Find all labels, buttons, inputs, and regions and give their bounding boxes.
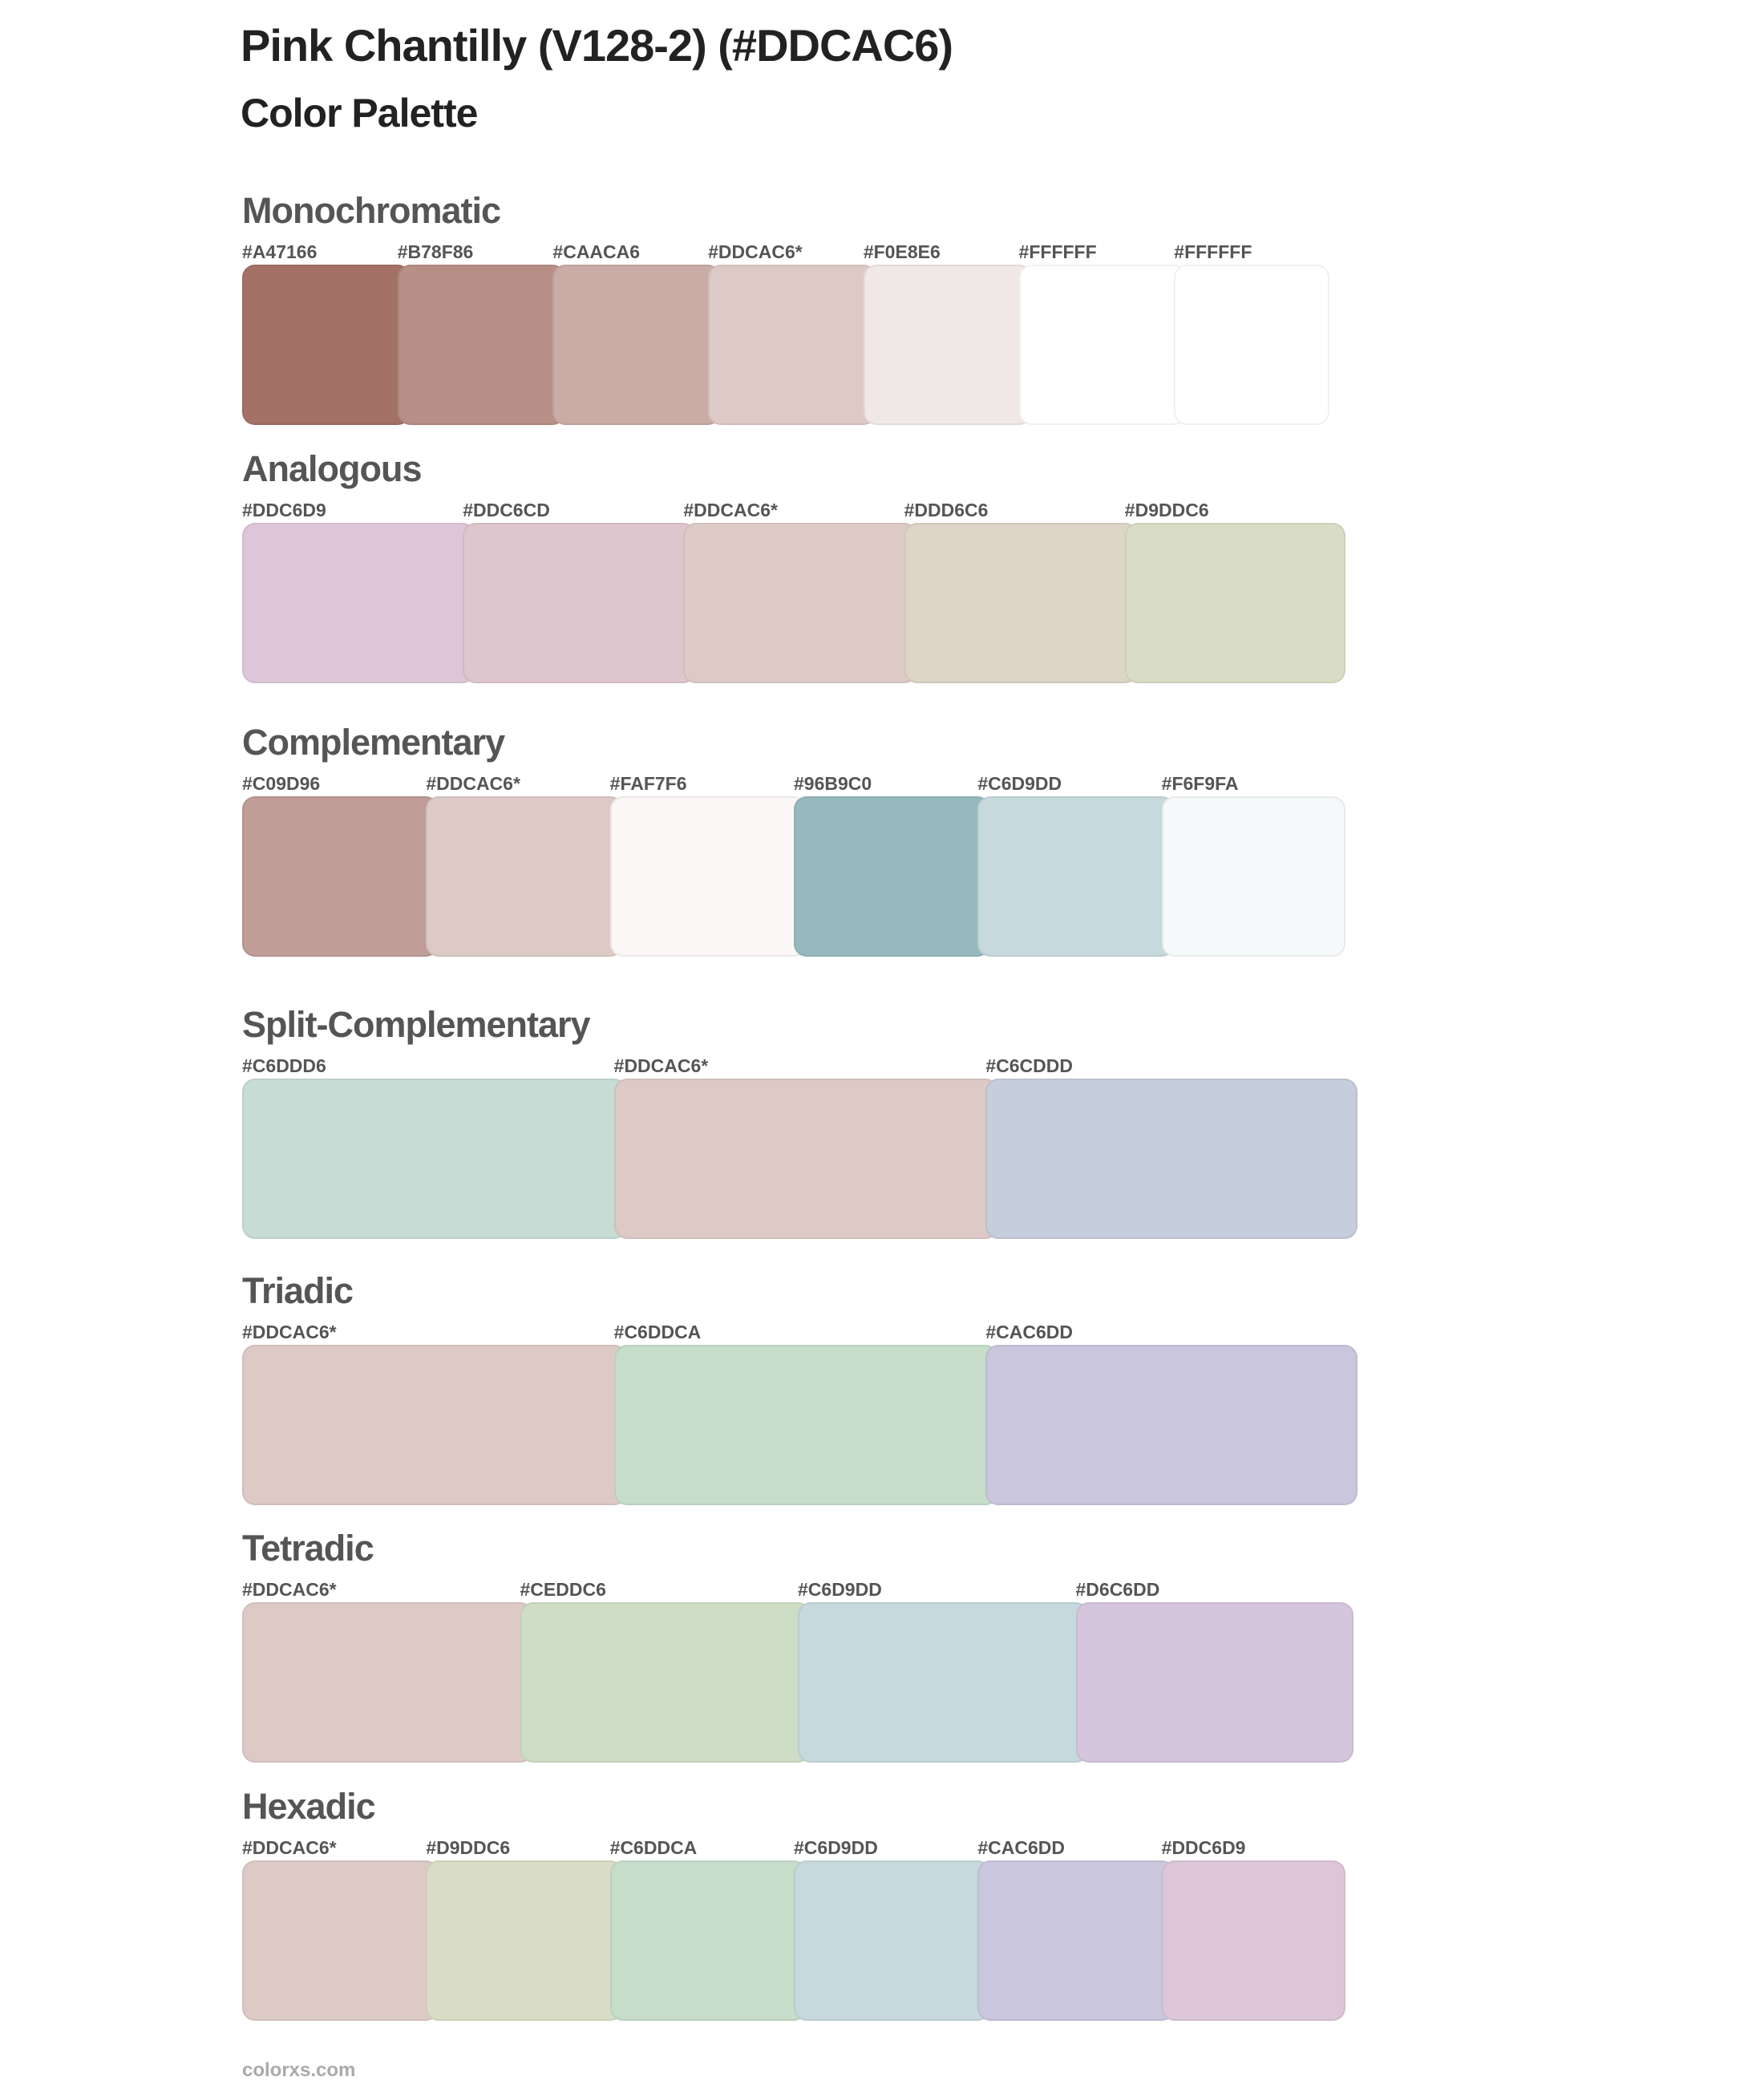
color-swatch[interactable] bbox=[613, 1345, 999, 1505]
color-swatch[interactable] bbox=[520, 1602, 811, 1763]
color-swatch[interactable] bbox=[609, 796, 807, 957]
color-swatch[interactable] bbox=[426, 796, 623, 957]
swatch-label: #DDD6C6 bbox=[904, 500, 989, 520]
swatch-label: #DDCAC6* bbox=[683, 500, 778, 520]
swatch-label: #C09D96 bbox=[242, 773, 321, 794]
color-swatch[interactable] bbox=[426, 1860, 623, 2021]
color-swatch[interactable] bbox=[985, 1079, 1357, 1239]
swatch-label: #CAACA6 bbox=[552, 241, 641, 262]
color-swatch[interactable] bbox=[552, 265, 722, 425]
swatch-label: #F0E8E6 bbox=[863, 241, 941, 262]
color-swatch[interactable] bbox=[798, 1602, 1089, 1763]
color-swatch[interactable] bbox=[708, 265, 876, 425]
section-heading: Tetradic bbox=[242, 1528, 374, 1569]
swatch-labels: #DDCAC6* #C6DDCA #CAC6DD bbox=[242, 1323, 1357, 1344]
swatch-label: #DDCAC6* bbox=[242, 1579, 337, 1600]
swatch-label: #FFFFFF bbox=[1018, 241, 1097, 262]
color-swatch[interactable] bbox=[1161, 1860, 1345, 2021]
page-title: Pink Chantilly (V128-2) (#DDCAC6) bbox=[241, 20, 953, 71]
color-swatch[interactable] bbox=[1124, 523, 1345, 683]
swatch-label: #CAC6DD bbox=[985, 1322, 1073, 1342]
color-swatch[interactable] bbox=[863, 265, 1032, 425]
color-swatch[interactable] bbox=[397, 265, 566, 425]
swatch-label: #D9DDC6 bbox=[426, 1837, 511, 1858]
swatch-labels: #C09D96 #DDCAC6* #FAF7F6 #96B9C0 #C6D9DD #F6F… bbox=[242, 775, 1345, 796]
color-swatch[interactable] bbox=[1075, 1602, 1353, 1763]
swatch-label: #DDCAC6* bbox=[242, 1837, 337, 1858]
swatch-label: #96B9C0 bbox=[794, 773, 872, 794]
color-swatch[interactable] bbox=[242, 265, 411, 425]
swatch-label: #C6D9DD bbox=[798, 1579, 882, 1600]
swatch-labels: #DDCAC6* #CEDDC6 #C6D9DD #D6C6DD bbox=[242, 1581, 1353, 1601]
swatch-label: #DDCAC6* bbox=[242, 1322, 337, 1342]
swatch-label: #B78F86 bbox=[397, 241, 474, 262]
section-heading: Complementary bbox=[242, 722, 505, 763]
page-subtitle: Color Palette bbox=[241, 91, 478, 136]
footer-site-link[interactable]: colorxs.com bbox=[242, 2059, 356, 2081]
swatch-row bbox=[242, 265, 1329, 425]
swatch-label: #F6F9FA bbox=[1161, 773, 1239, 794]
swatch-label: #C6DDCA bbox=[613, 1322, 702, 1342]
color-swatch[interactable] bbox=[242, 796, 439, 957]
swatch-row bbox=[242, 1345, 1357, 1505]
swatch-row bbox=[242, 523, 1345, 683]
swatch-row bbox=[242, 796, 1345, 957]
swatch-label: #FFFFFF bbox=[1174, 241, 1252, 262]
swatch-label: #C6D9DD bbox=[977, 773, 1062, 794]
swatch-label: #C6D9DD bbox=[794, 1837, 878, 1858]
swatch-row bbox=[242, 1602, 1353, 1763]
swatch-label: #D6C6DD bbox=[1075, 1579, 1160, 1600]
swatch-label: #DDC6D9 bbox=[1161, 1837, 1246, 1858]
section-heading: Analogous bbox=[242, 448, 422, 489]
section-heading: Hexadic bbox=[242, 1786, 376, 1827]
swatch-label: #DDCAC6* bbox=[613, 1055, 709, 1076]
swatch-row bbox=[242, 1860, 1345, 2021]
color-swatch[interactable] bbox=[794, 1860, 991, 2021]
swatch-labels: #A47166 #B78F86 #CAACA6 #DDCAC6* #F0E8E6 #FFF… bbox=[242, 243, 1329, 264]
color-swatch[interactable] bbox=[609, 1860, 807, 2021]
swatch-label: #DDC6CD bbox=[463, 500, 550, 520]
swatch-row bbox=[242, 1079, 1357, 1239]
section-heading: Triadic bbox=[242, 1270, 354, 1311]
color-swatch[interactable] bbox=[1161, 796, 1345, 957]
swatch-label: #C6DDCA bbox=[609, 1837, 698, 1858]
color-swatch[interactable] bbox=[683, 523, 917, 683]
swatch-label: #D9DDC6 bbox=[1124, 500, 1209, 520]
color-swatch[interactable] bbox=[242, 1602, 533, 1763]
swatch-label: #FAF7F6 bbox=[609, 773, 687, 794]
swatch-label: #DDCAC6* bbox=[426, 773, 520, 794]
color-swatch[interactable] bbox=[613, 1079, 999, 1239]
color-swatch[interactable] bbox=[977, 1860, 1175, 2021]
swatch-label: #CEDDC6 bbox=[520, 1579, 606, 1600]
color-swatch[interactable] bbox=[1018, 265, 1187, 425]
swatch-label: #DDC6D9 bbox=[242, 500, 326, 520]
swatch-label: #DDCAC6* bbox=[708, 241, 803, 262]
swatch-label: #C6DDD6 bbox=[242, 1055, 326, 1076]
swatch-labels: #DDCAC6* #D9DDC6 #C6DDCA #C6D9DD #CAC6DD #DDC… bbox=[242, 1839, 1345, 1860]
color-swatch[interactable] bbox=[242, 1345, 627, 1505]
color-swatch[interactable] bbox=[904, 523, 1138, 683]
swatch-labels: #DDC6D9 #DDC6CD #DDCAC6* #DDD6C6 #D9DDC6 bbox=[242, 501, 1345, 522]
color-swatch[interactable] bbox=[794, 796, 991, 957]
swatch-labels: #C6DDD6 #DDCAC6* #C6CDDD bbox=[242, 1057, 1357, 1078]
swatch-label: #C6CDDD bbox=[985, 1055, 1073, 1076]
swatch-label: #A47166 bbox=[242, 241, 318, 262]
color-swatch[interactable] bbox=[985, 1345, 1357, 1505]
color-swatch[interactable] bbox=[242, 523, 476, 683]
color-swatch[interactable] bbox=[242, 1860, 439, 2021]
color-swatch[interactable] bbox=[463, 523, 697, 683]
swatch-label: #CAC6DD bbox=[977, 1837, 1065, 1858]
color-swatch[interactable] bbox=[1174, 265, 1329, 425]
color-swatch[interactable] bbox=[977, 796, 1175, 957]
section-heading: Split-Complementary bbox=[242, 1004, 591, 1045]
section-heading: Monochromatic bbox=[242, 190, 501, 231]
color-swatch[interactable] bbox=[242, 1079, 627, 1239]
